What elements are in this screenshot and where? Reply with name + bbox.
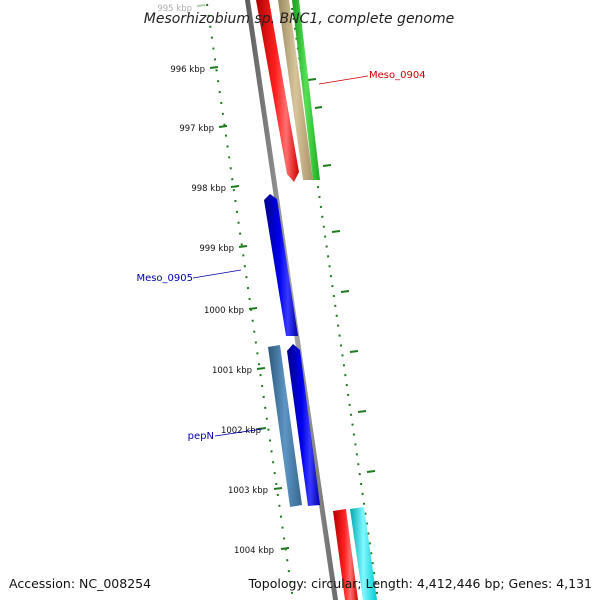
gene-feature-tan[interactable]: [278, 0, 313, 180]
tick-995-kbp: 995 kbp: [157, 4, 206, 14]
gene-feature-meso-0905[interactable]: [264, 194, 298, 336]
tick-label: 998 kbp: [191, 184, 226, 194]
tick-1004-kbp: 1004 kbp: [234, 546, 290, 556]
tick-label: 996 kbp: [170, 65, 205, 75]
map-title: Mesorhizobium sp. BNC1, complete genome: [144, 11, 455, 27]
tick-997-kbp: 997 kbp: [179, 124, 228, 134]
tick-999-kbp: 999 kbp: [199, 244, 248, 254]
tick-label: 999 kbp: [199, 244, 234, 254]
gene-feature-red[interactable]: [256, 0, 299, 182]
tick-996-kbp: 996 kbp: [170, 65, 219, 75]
gene-label-text: Meso_0904: [369, 70, 426, 81]
tick-label: 997 kbp: [179, 124, 214, 134]
tick-1002-kbp: 1002 kbp: [221, 426, 267, 436]
tick-1003-kbp: 1003 kbp: [228, 486, 283, 496]
tick-label: 995 kbp: [157, 4, 192, 14]
gene-feature-green[interactable]: [292, 0, 320, 180]
tick-label: 1004 kbp: [234, 546, 274, 556]
gene-feature-pepn[interactable]: [287, 344, 320, 506]
gene-label-text: pepN: [188, 431, 214, 442]
outer-ring-ticks: [307, 78, 376, 473]
gene-feature-steelblue[interactable]: [268, 345, 302, 507]
tick-label: 1002 kbp: [221, 426, 261, 436]
tick-1000-kbp: 1000 kbp: [204, 306, 258, 316]
tick-998-kbp: 998 kbp: [191, 184, 240, 194]
gene-label-pepn[interactable]: pepN: [188, 428, 263, 442]
ruler-dotted-line: [206, 3, 294, 600]
accession-text: Accession: NC_008254: [9, 576, 152, 591]
gene-label-text: Meso_0905: [136, 273, 193, 284]
gene-label-meso-0905[interactable]: Meso_0905: [136, 269, 242, 284]
tick-1001-kbp: 1001 kbp: [212, 366, 266, 376]
tick-label: 1000 kbp: [204, 306, 244, 316]
gene-feature-red-lower[interactable]: [333, 509, 358, 600]
tick-label: 1003 kbp: [228, 486, 268, 496]
gene-feature-cyan[interactable]: [350, 507, 377, 600]
genome-summary-text: Topology: circular; Length: 4,412,446 bp…: [248, 576, 592, 591]
ruler-ticks: 995 kbp 996 kbp 997 kbp 998 kbp 999 kbp …: [157, 4, 290, 556]
tick-label: 1001 kbp: [212, 366, 252, 376]
gene-label-meso-0904[interactable]: Meso_0904: [318, 70, 426, 85]
